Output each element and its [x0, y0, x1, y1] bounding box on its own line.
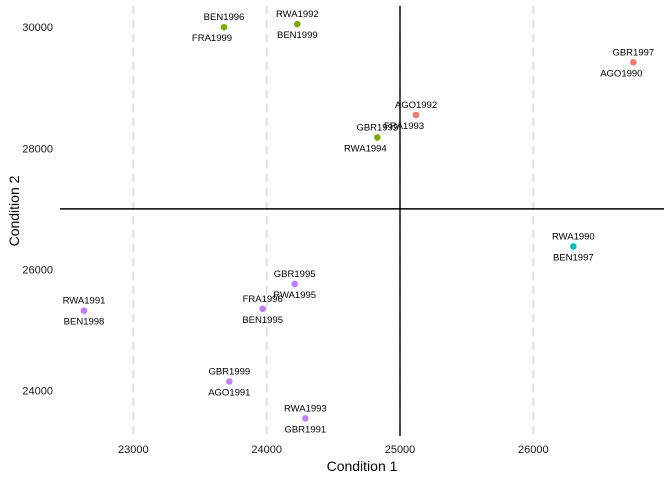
point-label: BEN1999	[277, 30, 318, 41]
point-label: GBR1993	[356, 122, 398, 133]
point-label: BEN1996	[204, 12, 245, 23]
data-point	[80, 307, 88, 314]
point-label: GBR1997	[612, 47, 654, 58]
y-tick-label: 26000	[22, 264, 53, 276]
y-tick-label: 30000	[22, 22, 53, 34]
point-labels: BEN1996 FRA1999 RWA1992 BEN1999 GBR1993 RWA19…	[63, 9, 655, 435]
reference-lines	[60, 6, 664, 436]
data-point	[294, 20, 301, 28]
data-point	[374, 134, 381, 141]
data-point	[220, 23, 228, 31]
point-label: RWA1995	[273, 290, 316, 301]
x-tick-label: 24000	[251, 444, 282, 456]
point-label: FRA1993	[384, 121, 424, 132]
grid-layer	[132, 6, 535, 436]
x-tick-label: 23000	[118, 444, 149, 456]
point-label: RWA1993	[284, 403, 327, 414]
tick-labels: 23000 24000 25000 26000 24000 26000 28000 30000	[22, 22, 548, 456]
point-label: GBR1991	[284, 424, 326, 435]
point-label: RWA1990	[552, 231, 595, 242]
point-label: BEN1998	[64, 317, 105, 328]
point-label: FRA1996	[243, 294, 283, 305]
point-label: GBR1999	[208, 366, 250, 377]
data-point	[412, 111, 420, 119]
point-label: GBR1995	[274, 269, 316, 280]
y-axis-title: Condition 2	[6, 175, 22, 246]
x-tick-label: 26000	[518, 444, 549, 456]
point-label: RWA1992	[276, 9, 319, 20]
point-label: BEN1995	[242, 315, 283, 326]
data-point	[226, 378, 233, 385]
data-points	[80, 20, 637, 422]
data-point	[302, 415, 309, 422]
point-label: AGO1990	[600, 68, 642, 79]
point-label: RWA1991	[63, 296, 106, 307]
data-point	[259, 305, 266, 313]
point-label: BEN1997	[553, 252, 594, 263]
point-label: FRA1999	[192, 33, 232, 44]
x-axis-title: Condition 1	[327, 458, 398, 474]
data-point	[291, 280, 298, 288]
point-label: AGO1992	[395, 100, 437, 111]
x-tick-label: 25000	[385, 444, 416, 456]
point-label: AGO1991	[208, 387, 250, 398]
data-point	[630, 59, 637, 66]
y-tick-label: 28000	[22, 143, 53, 155]
data-point	[570, 243, 577, 250]
point-label: RWA1994	[344, 143, 387, 154]
y-tick-label: 24000	[22, 386, 53, 398]
